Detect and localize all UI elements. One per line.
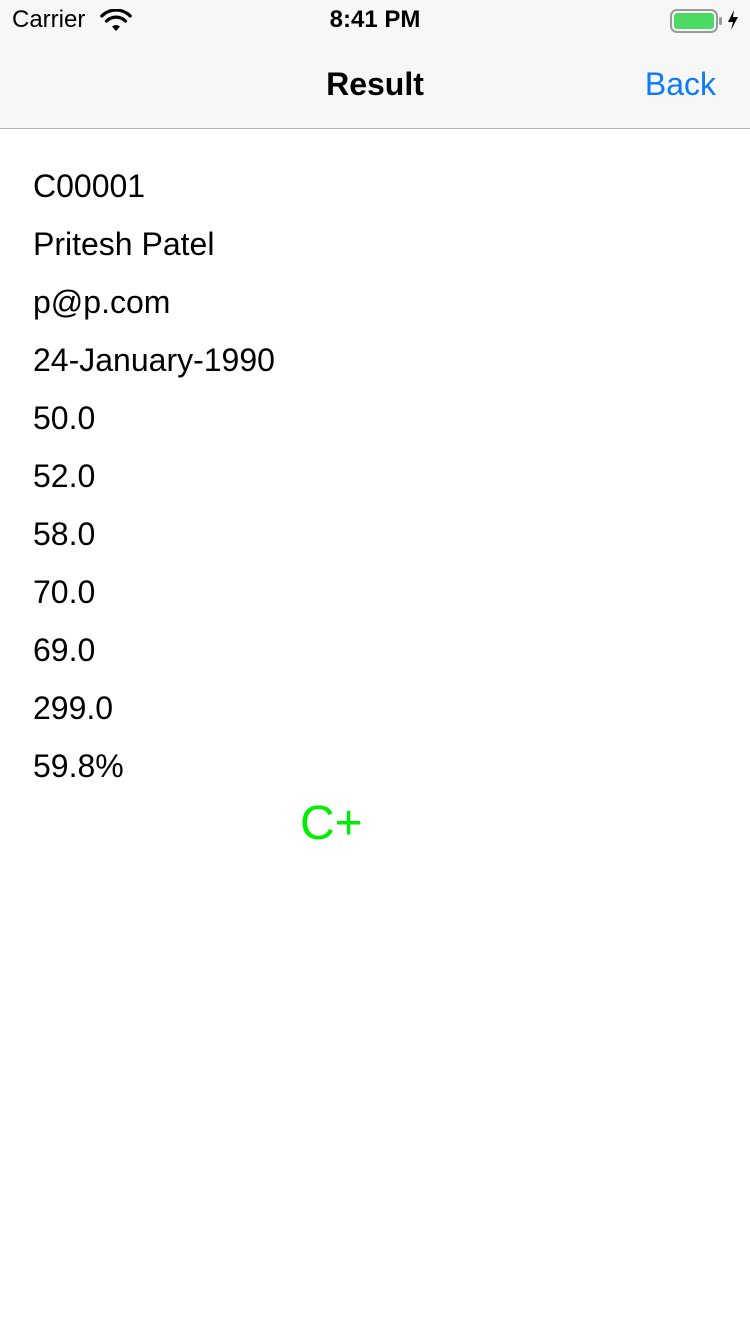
grade-label: C+	[300, 797, 363, 850]
wifi-icon	[100, 8, 132, 33]
mark-1: 50.0	[33, 400, 96, 436]
status-time: 8:41 PM	[329, 6, 421, 33]
status-bar: Carrier 8:41 PM	[0, 0, 750, 40]
result-details: C00001 Pritesh Patel p@p.com 24-January-…	[33, 164, 717, 802]
navigation-bar: Result Back	[0, 40, 750, 129]
back-button[interactable]: Back	[644, 66, 716, 102]
carrier-label: Carrier	[12, 6, 86, 33]
charging-icon	[726, 8, 740, 32]
page-title: Result	[326, 66, 424, 102]
date-of-birth: 24-January-1990	[33, 342, 275, 378]
mark-4: 70.0	[33, 574, 96, 610]
student-name: Pritesh Patel	[33, 226, 215, 262]
mark-5: 69.0	[33, 632, 96, 668]
mark-2: 52.0	[33, 458, 96, 494]
mark-3: 58.0	[33, 516, 96, 552]
battery-icon	[670, 9, 724, 33]
student-id: C00001	[33, 168, 146, 204]
percentage: 59.8%	[33, 748, 124, 784]
total-marks: 299.0	[33, 690, 114, 726]
student-email: p@p.com	[33, 284, 171, 320]
